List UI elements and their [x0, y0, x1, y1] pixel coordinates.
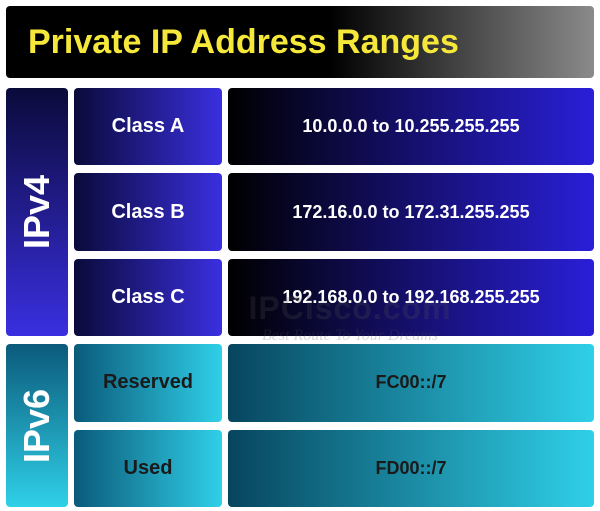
- rows: Class A10.0.0.0 to 10.255.255.255Class B…: [70, 84, 600, 340]
- table-row: UsedFD00::/7: [70, 426, 600, 511]
- range-value: 172.16.0.0 to 172.31.255.255: [228, 173, 594, 250]
- table-row: Class B172.16.0.0 to 172.31.255.255: [70, 169, 600, 254]
- class-label: Reserved: [74, 344, 222, 421]
- class-label: Class B: [74, 173, 222, 250]
- range-value: FC00::/7: [228, 344, 594, 421]
- table-row: ReservedFC00::/7: [70, 340, 600, 425]
- section-ipv6: IPv6 ReservedFC00::/7UsedFD00::/7: [0, 340, 600, 511]
- body-area: IPv4Class A10.0.0.0 to 10.255.255.255Cla…: [0, 84, 600, 511]
- infographic-container: Private IP Address Ranges IPv4 Class A10.…: [0, 0, 600, 511]
- class-label: Used: [74, 430, 222, 507]
- side-label-ipv6: IPv6: [6, 344, 68, 507]
- table-row: Class C192.168.0.0 to 192.168.255.255: [70, 255, 600, 340]
- rows: ReservedFC00::/7UsedFD00::/7: [70, 340, 600, 511]
- range-value: 10.0.0.0 to 10.255.255.255: [228, 88, 594, 165]
- side-label-ipv4: IPv4: [6, 88, 68, 336]
- table-row: Class A10.0.0.0 to 10.255.255.255: [70, 84, 600, 169]
- class-label: Class C: [74, 259, 222, 336]
- class-label: Class A: [74, 88, 222, 165]
- side-label-text: IPv6: [16, 389, 58, 463]
- side-label-text: IPv4: [16, 175, 58, 249]
- range-value: 192.168.0.0 to 192.168.255.255: [228, 259, 594, 336]
- section-ipv4: IPv4Class A10.0.0.0 to 10.255.255.255Cla…: [0, 84, 600, 340]
- header-bar: Private IP Address Ranges: [6, 6, 594, 78]
- page-title: Private IP Address Ranges: [28, 23, 459, 62]
- range-value: FD00::/7: [228, 430, 594, 507]
